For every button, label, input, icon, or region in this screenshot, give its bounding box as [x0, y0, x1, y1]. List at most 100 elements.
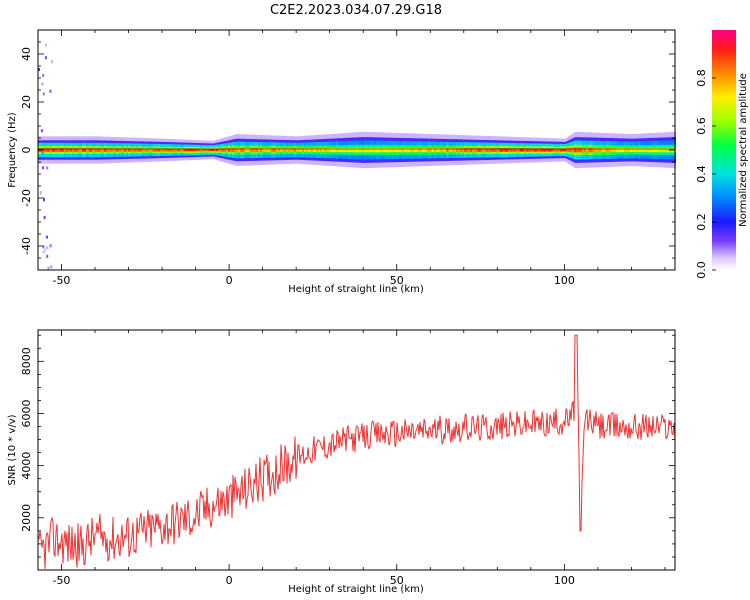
heatmap-cell [522, 148, 524, 152]
heatmap-cell [538, 148, 540, 152]
heatmap-cell [646, 147, 648, 153]
snr-x-tick-label: 100 [554, 574, 575, 587]
heatmap-cell [520, 148, 522, 152]
heatmap-cell [236, 147, 238, 153]
snr-plot-area [38, 330, 675, 570]
heatmap-cell [468, 148, 470, 152]
spectrogram-y-tick-label: 20 [20, 95, 33, 109]
heatmap-cell [78, 148, 80, 152]
heatmap-cell [152, 148, 154, 152]
heatmap-cell [148, 148, 150, 152]
heatmap-cell [280, 148, 282, 152]
heatmap-cell [184, 148, 186, 152]
heatmap-cell [408, 147, 410, 153]
heatmap-cell [594, 147, 596, 153]
heatmap-speckle [38, 68, 41, 72]
heatmap-speckle [46, 166, 49, 170]
heatmap-cell [134, 148, 136, 152]
heatmap-speckle [42, 250, 45, 254]
heatmap-cell [586, 147, 588, 153]
spectrogram-x-tick-label: -50 [52, 274, 70, 287]
heatmap-cell [624, 147, 626, 153]
heatmap-cell [86, 148, 88, 152]
heatmap-cell [266, 148, 268, 152]
heatmap-cell [294, 148, 296, 152]
heatmap-cell [310, 148, 312, 152]
heatmap-cell [556, 148, 558, 152]
heatmap-cell [568, 148, 570, 152]
heatmap-cell [328, 147, 330, 153]
heatmap-speckle [50, 60, 53, 64]
snr-series-line [37, 334, 676, 569]
heatmap-cell [252, 147, 254, 153]
heatmap-cell [74, 148, 76, 152]
heatmap-cell [452, 147, 454, 153]
heatmap-cell [390, 147, 392, 153]
heatmap-cell [108, 148, 110, 152]
heatmap-cell [364, 147, 366, 153]
heatmap-cell [104, 148, 106, 152]
heatmap-cell [412, 147, 414, 153]
heatmap-cell [654, 147, 656, 153]
heatmap-cell [566, 148, 568, 152]
heatmap-cell [164, 148, 166, 152]
snr-y-tick-label: 4000 [20, 452, 33, 480]
heatmap-cell [530, 148, 532, 152]
spectrogram-y-tick-label: 40 [20, 47, 33, 61]
snr-x-axis-title: Height of straight line (km) [288, 584, 424, 595]
heatmap-cell [154, 148, 156, 152]
heatmap-cell [488, 148, 490, 152]
colorbar-tick-label: 0.2 [695, 213, 708, 231]
heatmap-cell [474, 148, 476, 152]
heatmap-cell [508, 148, 510, 152]
heatmap-cell [462, 148, 464, 152]
heatmap-cell [144, 148, 146, 152]
heatmap-cell [168, 148, 170, 152]
heatmap-cell [80, 148, 82, 152]
heatmap-cell [404, 147, 406, 153]
heatmap-cell [636, 147, 638, 153]
heatmap-cell [216, 148, 218, 152]
heatmap-cell [264, 148, 266, 152]
heatmap-cell [524, 148, 526, 152]
heatmap-cell [270, 148, 272, 152]
heatmap-cell [138, 148, 140, 152]
heatmap-cell [472, 148, 474, 152]
heatmap-cell [256, 148, 258, 152]
heatmap-cell [384, 147, 386, 153]
heatmap-cell [208, 148, 210, 152]
heatmap-cell [90, 148, 92, 152]
heatmap-cell [392, 147, 394, 153]
heatmap-cell [320, 147, 322, 153]
heatmap-cell [354, 147, 356, 153]
heatmap-speckle [42, 245, 45, 249]
heatmap-cell [238, 147, 240, 153]
heatmap-cell [638, 147, 640, 153]
heatmap-cell [492, 148, 494, 152]
colorbar-tick-label: 0.6 [695, 117, 708, 135]
heatmap-cell [128, 148, 130, 152]
heatmap-cell [322, 147, 324, 153]
heatmap-cell [534, 148, 536, 152]
heatmap-speckle [47, 266, 50, 270]
colorbar-tick-label: 0.8 [695, 69, 708, 87]
heatmap-speckle [46, 246, 49, 250]
heatmap-cell [518, 148, 520, 152]
heatmap-cell [96, 148, 98, 152]
heatmap-cell [348, 147, 350, 153]
heatmap-cell [112, 148, 114, 152]
heatmap-speckle [45, 235, 48, 239]
heatmap-cell [274, 148, 276, 152]
heatmap-cell [558, 148, 560, 152]
heatmap-speckle [41, 150, 44, 154]
heatmap-cell [58, 148, 60, 152]
heatmap-cell [454, 148, 456, 152]
heatmap-cell [450, 147, 452, 153]
heatmap-cell [500, 148, 502, 152]
heatmap-cell [482, 148, 484, 152]
heatmap-cell [116, 148, 118, 152]
heatmap-cell [606, 147, 608, 153]
heatmap-cell [352, 147, 354, 153]
colorbar-tick-label: 0.4 [695, 165, 708, 183]
